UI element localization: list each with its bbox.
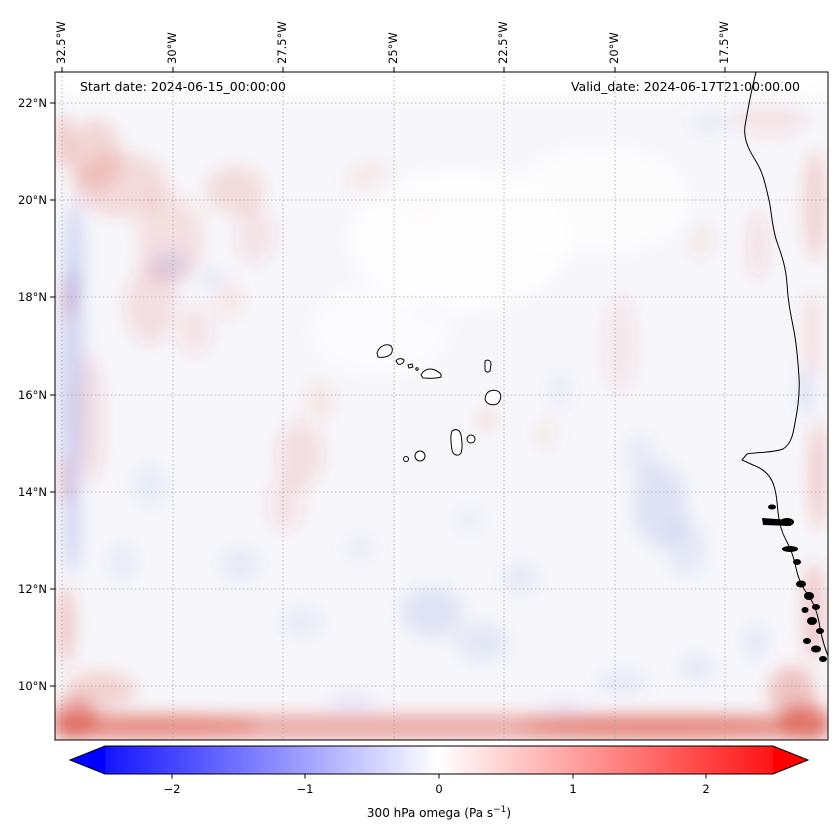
colorbar-tick-label: 1 [569,782,576,796]
y-tick-label: 22°N [18,96,47,110]
y-tick-label: 12°N [18,582,47,596]
x-tick-label: 32.5°W [54,21,68,64]
colorbar-label: 300 hPa omega (Pa s−1) [367,805,511,820]
x-tick-label: 25°W [386,32,400,64]
colorbar-label-prefix: 300 hPa omega (Pa s [367,806,493,820]
colorbar-tick-label: −1 [297,782,314,796]
y-tick-label: 20°N [18,193,47,207]
valid-date-label: Valid_date: 2024-06-17T21:00:00.00 [571,79,800,94]
gridlines [55,72,828,740]
colorbar: −2 −1 0 1 2 300 hPa omega (Pa s−1) [68,745,810,820]
plot-border [54,71,829,741]
x-axis-tick-labels: 32.5°W 30°W 27.5°W 25°W 22.5°W 20°W 17.5… [54,21,731,64]
x-tick-label: 17.5°W [717,21,731,64]
y-tick-label: 14°N [18,485,47,499]
colorbar-tick-label: 2 [702,782,709,796]
x-tick-label: 22.5°W [496,21,510,64]
colorbar-gradient [105,746,773,774]
y-tick-label: 18°N [18,290,47,304]
colorbar-extend-min-arrow [70,746,105,774]
colorbar-tick-label: 0 [435,782,442,796]
colorbar-label-suffix: ) [506,806,511,820]
start-date-label: Start date: 2024-06-15_00:00:00 [80,79,286,94]
colorbar-label-superscript: −1 [493,805,506,815]
colorbar-ticks [171,774,707,779]
colorbar-tick-label: −2 [164,782,181,796]
coastal-estuary-islands [762,504,827,662]
axis-ticks [50,67,726,687]
y-tick-label: 10°N [18,679,47,693]
colorbar-outline [68,745,810,775]
y-tick-label: 16°N [18,388,47,402]
colorbar-extend-max-arrow [773,746,808,774]
omega-field-shading [55,72,828,740]
coastline-west-africa [741,72,828,662]
y-axis-tick-labels: 22°N 20°N 18°N 16°N 14°N 12°N 10°N [18,96,47,693]
x-tick-label: 30°W [165,32,179,64]
x-tick-label: 20°W [607,32,621,64]
x-tick-label: 27.5°W [275,21,289,64]
cape-verde-islands [376,344,502,462]
